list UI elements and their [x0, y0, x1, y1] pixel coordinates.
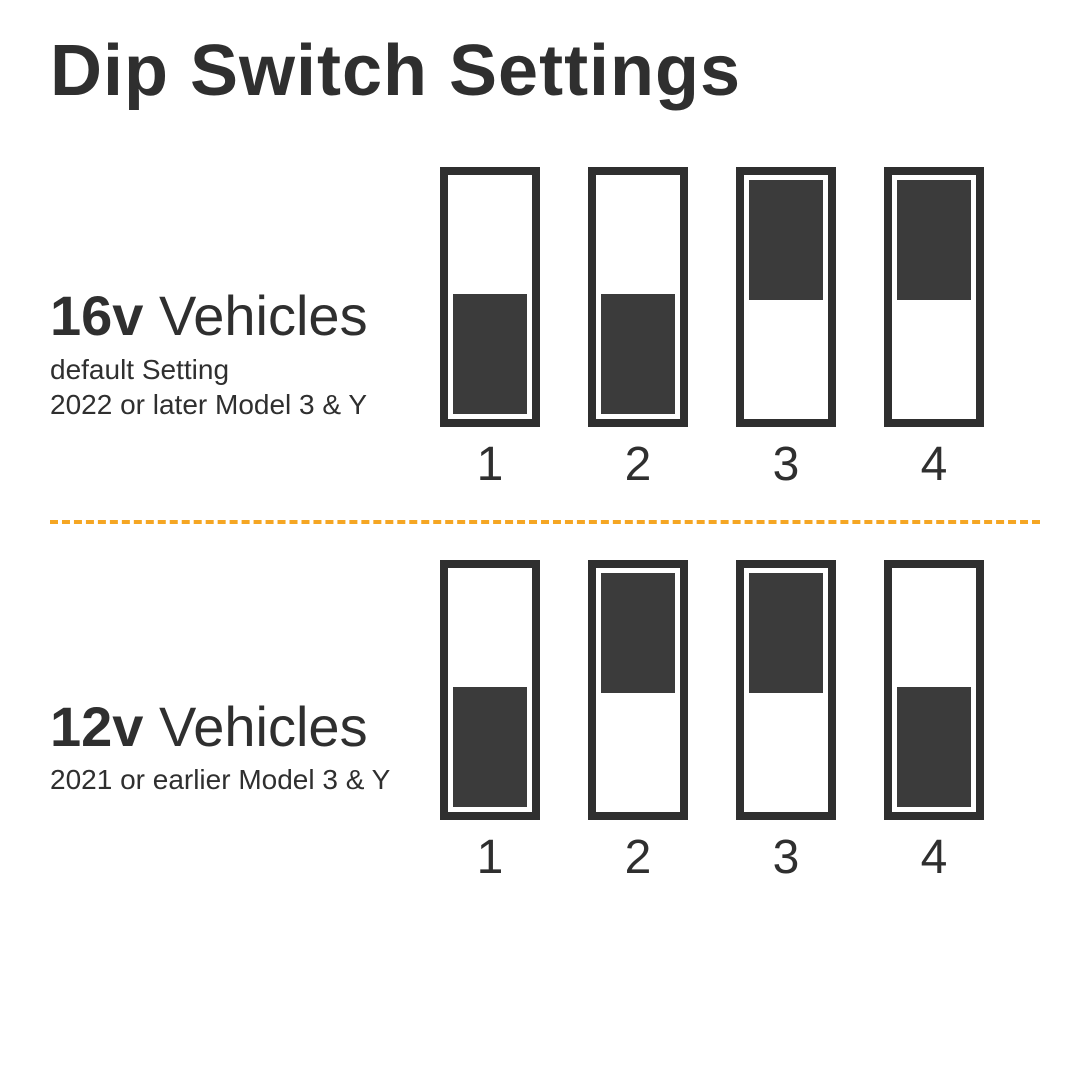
switch-slider: [601, 573, 675, 693]
switch-slider: [749, 573, 823, 693]
dip-switch: [736, 167, 836, 427]
setting-row-12v: 12v Vehicles 2021 or earlier Model 3 & Y…: [50, 560, 1040, 885]
dip-switch: [588, 167, 688, 427]
dip-switch: [440, 560, 540, 820]
switch-slider: [897, 180, 971, 300]
heading-rest-12v: Vehicles: [159, 695, 368, 758]
dip-switch: [440, 167, 540, 427]
switch-number: 1: [477, 437, 504, 492]
switch-col: 4: [884, 560, 984, 885]
switch-slider: [453, 687, 527, 807]
dip-switch: [884, 560, 984, 820]
switch-bank-16v: 1 2 3 4: [440, 167, 984, 492]
switch-number: 2: [625, 830, 652, 885]
page-title: Dip Switch Settings: [50, 30, 1040, 112]
sub1-12v: 2021 or earlier Model 3 & Y: [50, 762, 440, 797]
switch-number: 1: [477, 830, 504, 885]
switch-slider: [749, 180, 823, 300]
switch-slider: [601, 294, 675, 414]
dip-switch: [884, 167, 984, 427]
switch-number: 2: [625, 437, 652, 492]
dip-switch-diagram: Dip Switch Settings 16v Vehicles default…: [0, 0, 1080, 1080]
switch-number: 4: [921, 830, 948, 885]
voltage-16v: 16v: [50, 284, 143, 347]
switch-col: 3: [736, 560, 836, 885]
dip-switch: [736, 560, 836, 820]
switch-number: 4: [921, 437, 948, 492]
switch-col: 4: [884, 167, 984, 492]
switch-slider: [897, 687, 971, 807]
switch-number: 3: [773, 437, 800, 492]
switch-bank-12v: 1 2 3 4: [440, 560, 984, 885]
sub1-16v: default Setting: [50, 352, 440, 387]
switch-col: 3: [736, 167, 836, 492]
label-block-16v: 16v Vehicles default Setting 2022 or lat…: [50, 237, 440, 422]
dip-switch: [588, 560, 688, 820]
switch-col: 1: [440, 167, 540, 492]
label-heading-12v: 12v Vehicles: [50, 698, 440, 757]
sub2-16v: 2022 or later Model 3 & Y: [50, 387, 440, 422]
switch-col: 1: [440, 560, 540, 885]
switch-col: 2: [588, 167, 688, 492]
voltage-12v: 12v: [50, 695, 143, 758]
divider: [50, 520, 1040, 524]
switch-number: 3: [773, 830, 800, 885]
heading-rest-16v: Vehicles: [159, 284, 368, 347]
switch-slider: [453, 294, 527, 414]
label-heading-16v: 16v Vehicles: [50, 287, 440, 346]
label-block-12v: 12v Vehicles 2021 or earlier Model 3 & Y: [50, 648, 440, 798]
setting-row-16v: 16v Vehicles default Setting 2022 or lat…: [50, 167, 1040, 492]
switch-col: 2: [588, 560, 688, 885]
